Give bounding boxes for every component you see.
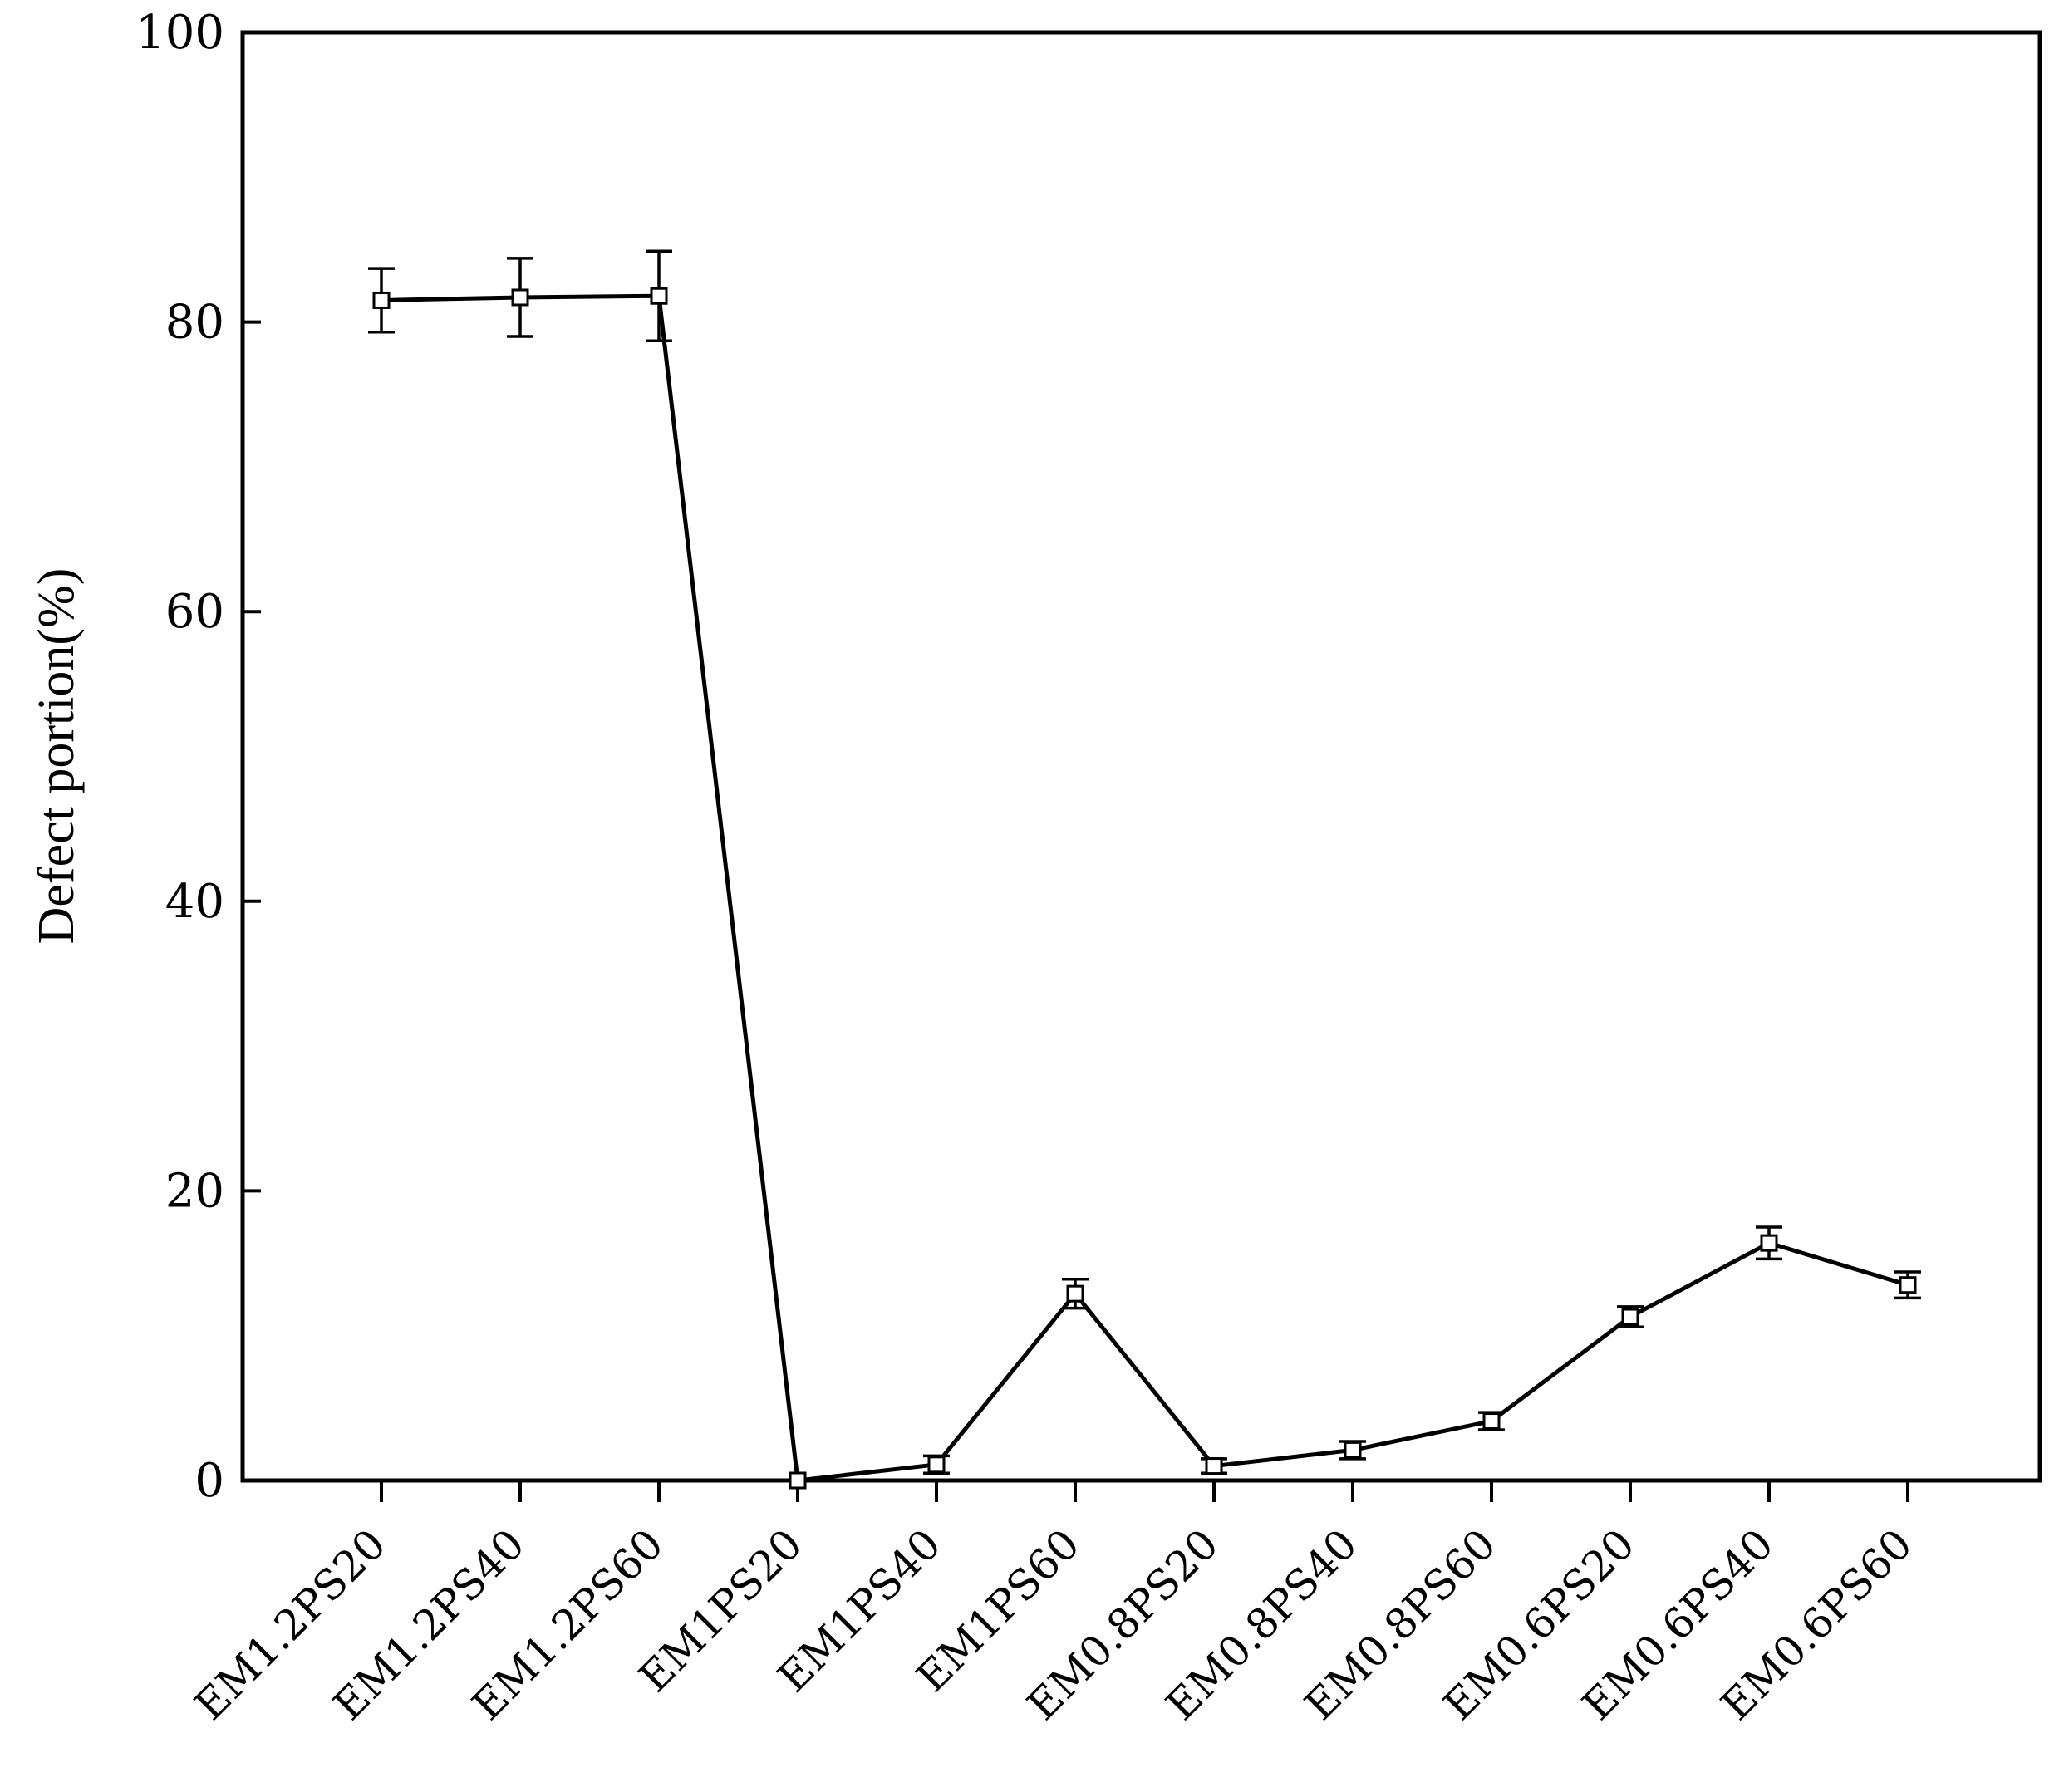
data-point <box>372 291 391 309</box>
data-point <box>1760 1234 1778 1252</box>
y-tick-label: 0 <box>194 1454 224 1508</box>
series-layer <box>368 249 1921 1490</box>
data-point <box>927 1456 946 1474</box>
data-point <box>1621 1308 1639 1326</box>
data-point <box>511 288 529 307</box>
y-tick-label: 60 <box>165 585 224 639</box>
y-tick-label: 20 <box>165 1164 224 1218</box>
data-point <box>789 1471 807 1490</box>
y-tick-label: 80 <box>165 296 224 350</box>
y-tick-label: 100 <box>135 6 224 60</box>
data-point <box>1344 1441 1362 1459</box>
data-point <box>1899 1276 1917 1294</box>
y-tick-label: 40 <box>165 875 224 929</box>
data-point <box>1482 1412 1501 1431</box>
y-axis-label: Defect portion(%) <box>28 568 85 945</box>
x-axis: EM1.2PS20EM1.2PS40EM1.2PS60EM1PS20EM1PS4… <box>185 1480 1921 1730</box>
data-point <box>650 287 668 305</box>
plot-frame <box>240 30 2042 1483</box>
y-axis: 0 20 40 60 80 100 <box>135 6 261 1508</box>
data-point <box>1205 1457 1223 1475</box>
data-point <box>1066 1284 1084 1303</box>
series-line <box>381 293 1909 1483</box>
